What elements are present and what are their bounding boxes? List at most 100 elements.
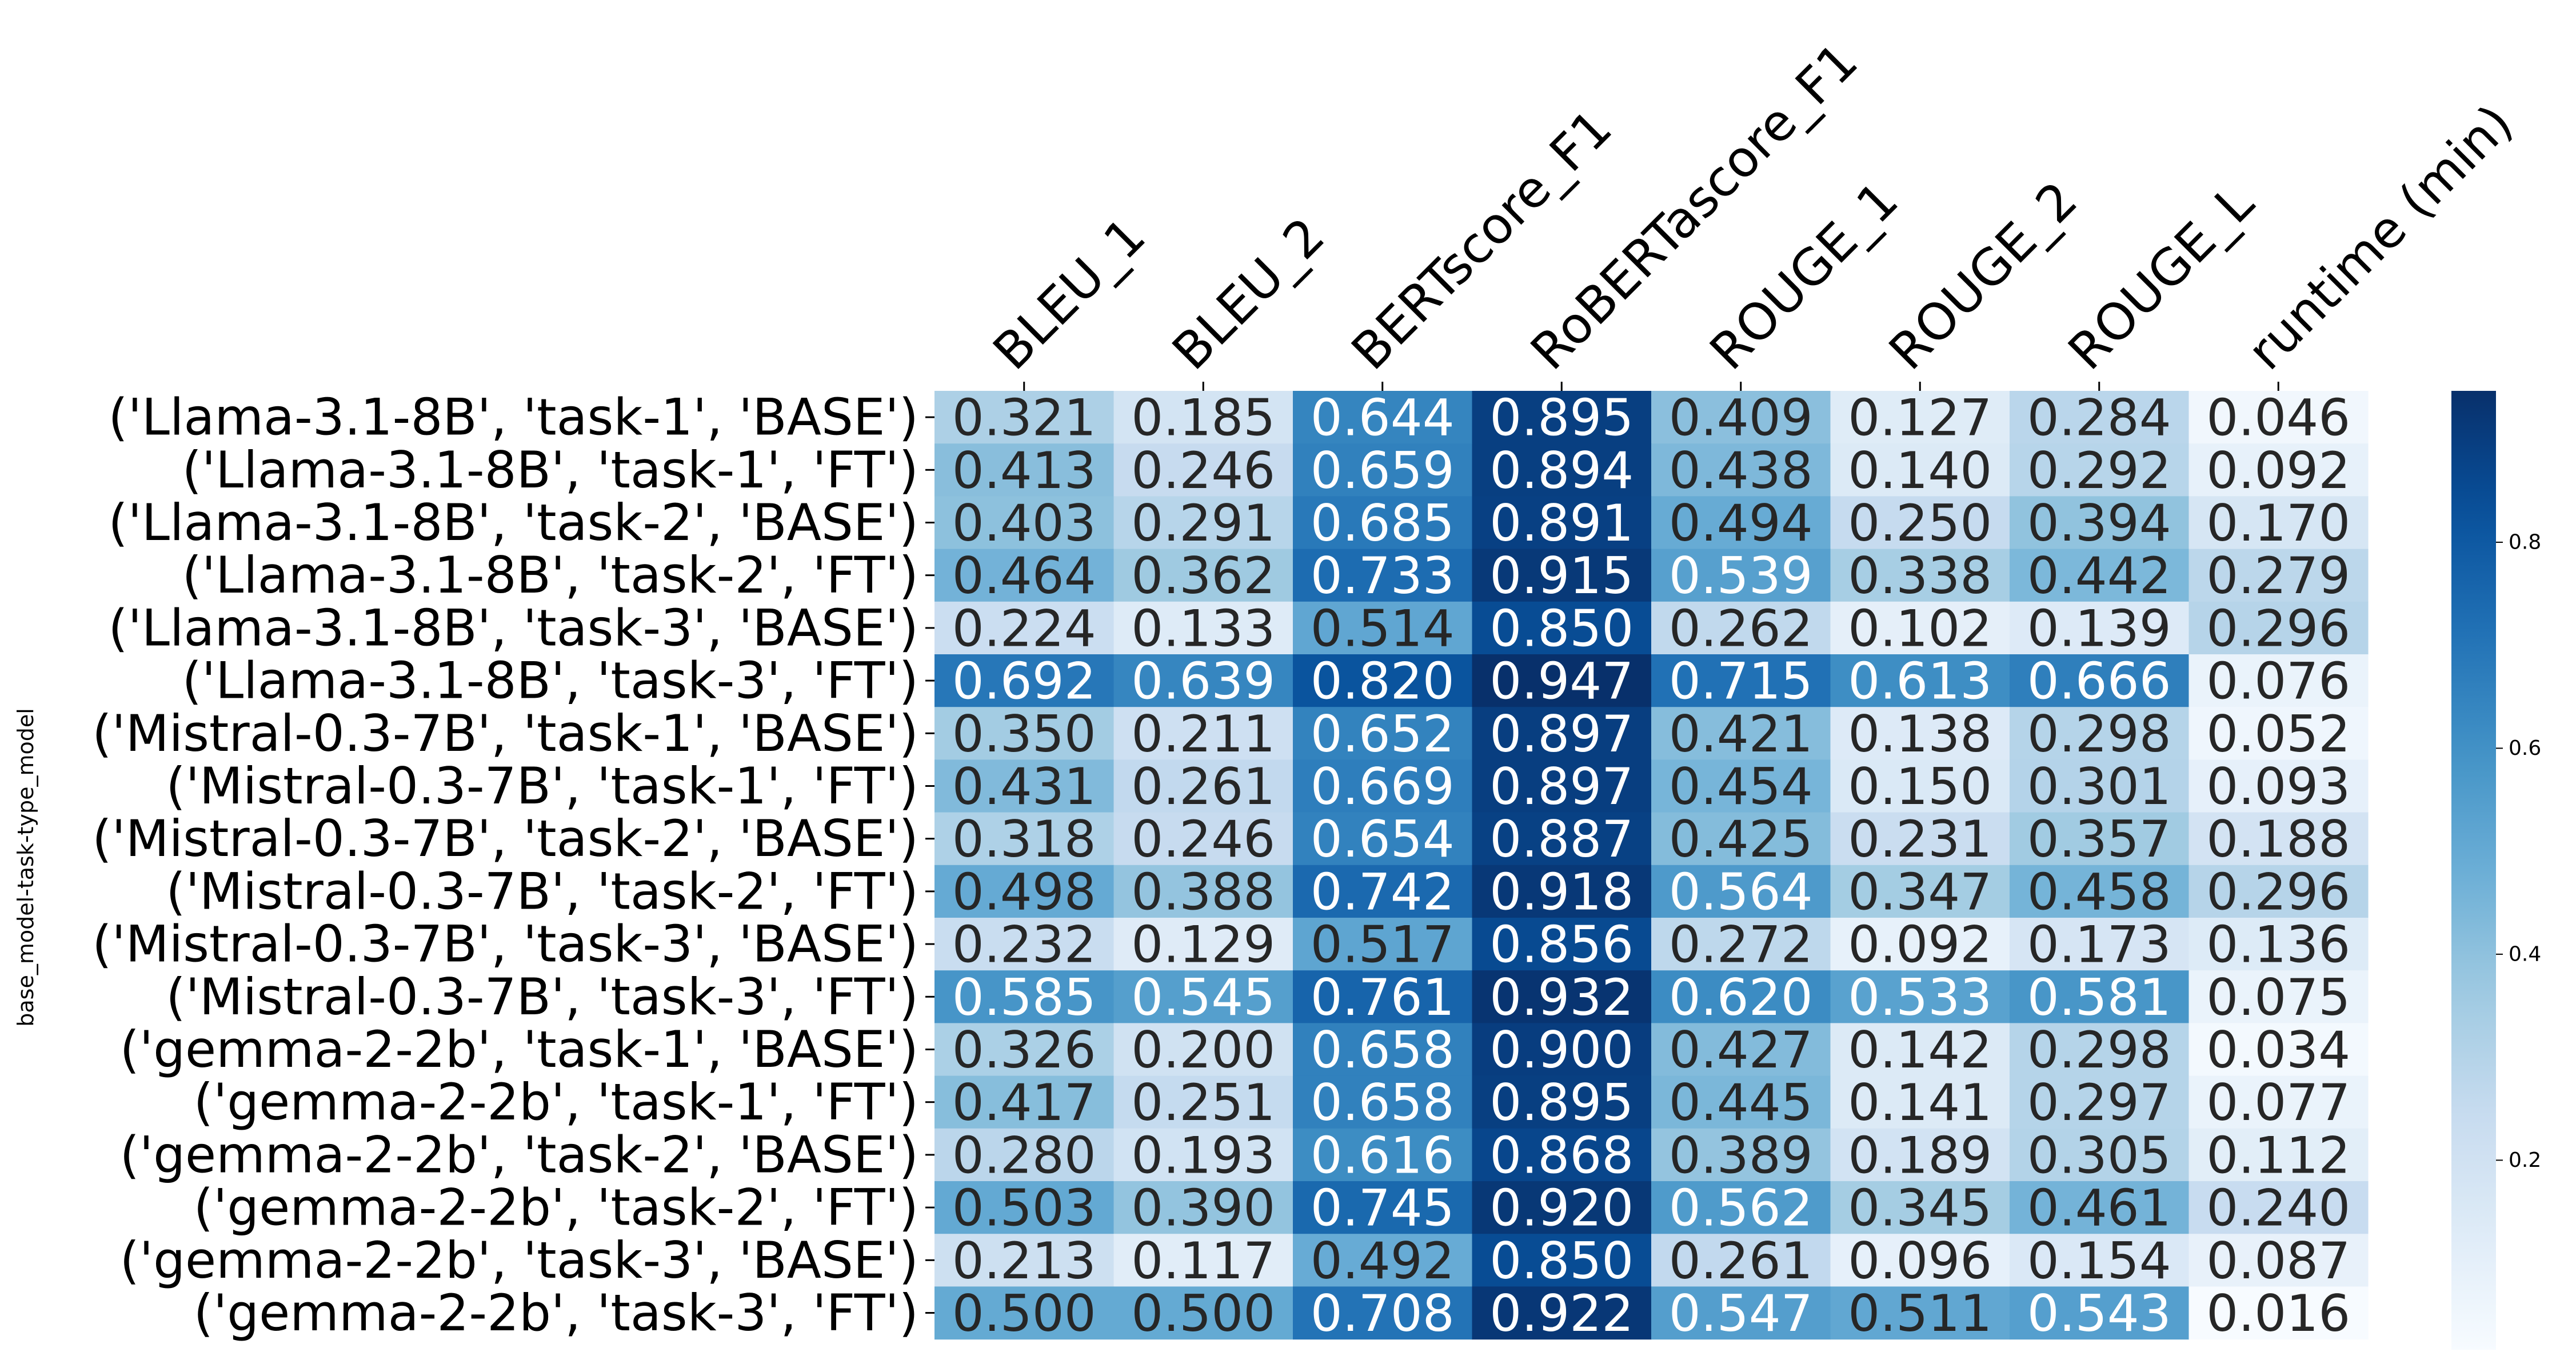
column-tick-label: RoBERTascore_F1 xyxy=(1519,31,1869,381)
cell-value-label: 0.296 xyxy=(2206,599,2350,658)
heatmap-cell xyxy=(934,812,1115,866)
cell-value-label: 0.669 xyxy=(1311,757,1455,816)
cell-value-label: 0.417 xyxy=(952,1073,1096,1132)
heatmap-cell xyxy=(1113,1234,1293,1287)
cell-value-label: 0.292 xyxy=(2027,441,2171,500)
heatmap-cell xyxy=(2010,1181,2190,1234)
heatmap-cell xyxy=(1830,812,2010,866)
column-tick-label: BLEU_1 xyxy=(982,206,1157,381)
heatmap-cell xyxy=(1830,707,2010,760)
heatmap-cell xyxy=(1830,549,2010,602)
row-tick-label: ('Mistral-0.3-7B', 'task-1', 'FT') xyxy=(166,757,918,815)
cell-value-label: 0.102 xyxy=(1848,599,1992,658)
heatmap-cell xyxy=(1830,1075,2010,1129)
heatmap-cell xyxy=(1830,1234,2010,1287)
cell-value-label: 0.742 xyxy=(1311,862,1455,921)
heatmap-cell xyxy=(1472,654,1652,707)
cell-value-label: 0.511 xyxy=(1848,1284,1992,1343)
heatmap-cell xyxy=(1830,1023,2010,1077)
cell-value-label: 0.142 xyxy=(1848,1021,1992,1079)
row-tick-label: ('gemma-2-2b', 'task-2', 'BASE') xyxy=(120,1125,918,1184)
cell-value-label: 0.445 xyxy=(1669,1073,1813,1132)
cell-value-label: 0.562 xyxy=(1669,1179,1813,1238)
cell-value-label: 0.692 xyxy=(952,652,1096,711)
heatmap-cell xyxy=(2188,1128,2369,1182)
heatmap-cell xyxy=(2188,443,2369,497)
heatmap-cell xyxy=(1113,1286,1293,1340)
cell-value-label: 0.139 xyxy=(2027,599,2171,658)
cell-value-label: 0.421 xyxy=(1669,705,1813,763)
heatmap-cell xyxy=(934,759,1115,813)
cell-value-label: 0.547 xyxy=(1669,1284,1813,1343)
heatmap-cell xyxy=(1472,812,1652,866)
cell-value-label: 0.301 xyxy=(2027,757,2171,816)
heatmap-cell xyxy=(1472,496,1652,550)
cell-value-label: 0.644 xyxy=(1311,389,1455,447)
cell-value-label: 0.820 xyxy=(1311,652,1455,711)
heatmap-cell xyxy=(1293,1128,1473,1182)
cell-value-label: 0.193 xyxy=(1131,1126,1275,1185)
cell-value-label: 0.745 xyxy=(1311,1179,1455,1238)
cell-value-label: 0.438 xyxy=(1669,441,1813,500)
row-tick-label: ('Mistral-0.3-7B', 'task-2', 'BASE') xyxy=(92,809,918,868)
cell-value-label: 0.297 xyxy=(2027,1073,2171,1132)
heatmap-cell xyxy=(2188,654,2369,707)
heatmap-cell xyxy=(1293,601,1473,655)
heatmap-cell xyxy=(1472,601,1652,655)
cell-value-label: 0.409 xyxy=(1669,389,1813,447)
cell-value-label: 0.154 xyxy=(2027,1231,2171,1290)
cell-value-label: 0.087 xyxy=(2206,1231,2350,1290)
heatmap-cell xyxy=(1293,918,1473,971)
cell-value-label: 0.077 xyxy=(2206,1073,2350,1132)
colorbar-tick-label: 0.2 xyxy=(2509,1149,2541,1172)
column-tick-label: ROUGE_L xyxy=(2057,173,2265,381)
cell-value-label: 0.500 xyxy=(952,1284,1096,1343)
heatmap-cell xyxy=(1830,1181,2010,1234)
cell-value-label: 0.915 xyxy=(1489,546,1634,605)
heatmap-cell xyxy=(934,1234,1115,1287)
heatmap-cell xyxy=(1293,1023,1473,1077)
row-tick-labels: ('Llama-3.1-8B', 'task-1', 'BASE')('Llam… xyxy=(92,388,934,1342)
heatmap-cell xyxy=(1113,1075,1293,1129)
heatmap-cell xyxy=(934,1128,1115,1182)
heatmap-cell xyxy=(1293,549,1473,602)
cell-value-label: 0.150 xyxy=(1848,757,1992,816)
cell-value-label: 0.427 xyxy=(1669,1021,1813,1079)
cell-value-label: 0.413 xyxy=(952,441,1096,500)
cell-value-label: 0.140 xyxy=(1848,441,1992,500)
cell-value-label: 0.112 xyxy=(2206,1126,2350,1185)
cell-value-label: 0.362 xyxy=(1131,546,1275,605)
cell-value-label: 0.251 xyxy=(1131,1073,1275,1132)
cell-value-label: 0.321 xyxy=(952,389,1096,447)
cell-value-label: 0.261 xyxy=(1131,757,1275,816)
heatmap-cell xyxy=(934,549,1115,602)
cell-value-label: 0.533 xyxy=(1848,968,1992,1027)
cell-value-label: 0.388 xyxy=(1131,862,1275,921)
row-tick-label: ('gemma-2-2b', 'task-1', 'BASE') xyxy=(120,1020,918,1079)
cell-value-label: 0.895 xyxy=(1489,1073,1634,1132)
heatmap-cell xyxy=(2010,601,2190,655)
heatmap-cell xyxy=(1293,654,1473,707)
cell-value-label: 0.076 xyxy=(2206,652,2350,711)
cell-value-label: 0.685 xyxy=(1311,494,1455,553)
cell-value-label: 0.298 xyxy=(2027,705,2171,763)
cell-value-label: 0.658 xyxy=(1311,1021,1455,1079)
cell-value-label: 0.394 xyxy=(2027,494,2171,553)
cell-value-label: 0.232 xyxy=(952,915,1096,974)
heatmap-cell xyxy=(2010,1286,2190,1340)
heatmap-cell xyxy=(934,601,1115,655)
heatmap-cell-labels: 0.321 0.185 0.644 0.895 0.409 0.127 0.284 0.046… xyxy=(952,389,2350,1343)
cell-value-label: 0.442 xyxy=(2027,546,2171,605)
cell-value-label: 0.279 xyxy=(2206,546,2350,605)
cell-value-label: 0.856 xyxy=(1489,915,1634,974)
cell-value-label: 0.129 xyxy=(1131,915,1275,974)
heatmap-cell xyxy=(1293,1181,1473,1234)
heatmap-cell xyxy=(1472,1023,1652,1077)
cell-value-label: 0.514 xyxy=(1311,599,1455,658)
heatmap-cell xyxy=(1113,1181,1293,1234)
heatmap-cell xyxy=(2010,549,2190,602)
heatmap-cell xyxy=(1830,443,2010,497)
heatmap-cell xyxy=(1830,759,2010,813)
heatmap-cell xyxy=(934,707,1115,760)
cell-value-label: 0.224 xyxy=(952,599,1096,658)
